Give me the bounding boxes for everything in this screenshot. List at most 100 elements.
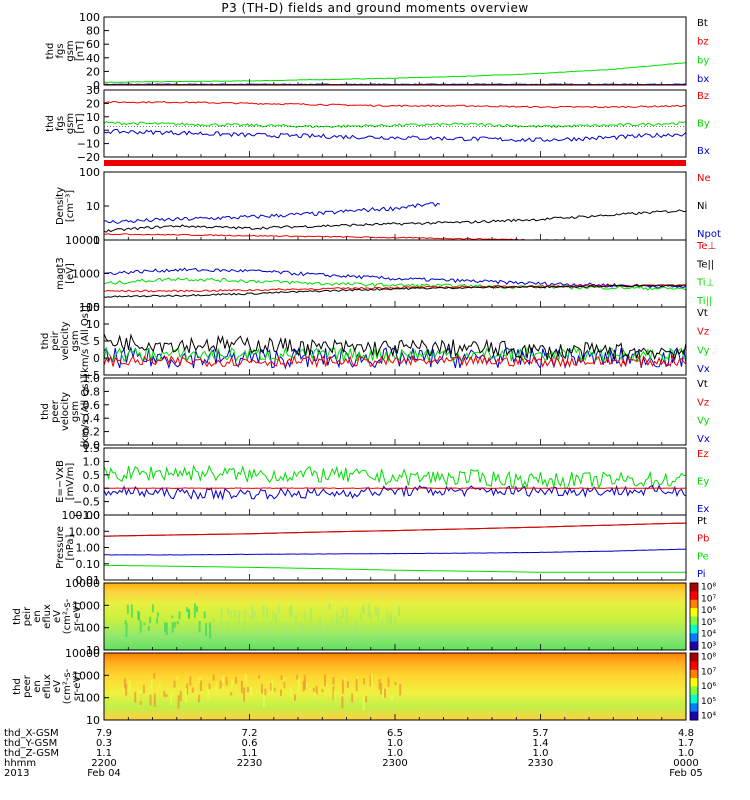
heatmap-cell [399,684,402,696]
heatmap-cell [362,604,365,615]
y-axis-label: fgs [55,116,66,131]
heatmap-cell [249,616,252,620]
y-tick-label: 10 [86,644,100,657]
y-tick-label: 100 [79,622,100,635]
heatmap-cell [177,695,180,709]
legend-label: Vx [697,364,710,375]
heatmap-cell [122,685,125,692]
heatmap-cell [365,696,368,703]
heatmap-cell [306,683,309,687]
y-axis-label: eV [52,610,63,623]
footer-value: 7.9 [96,728,112,739]
y-axis-label: [eV] [65,263,76,284]
legend-label: Te⊥ [696,241,716,252]
heatmap-cell [311,622,314,628]
heatmap-cell [143,622,146,626]
heatmap-cell [178,611,181,620]
y-axis-label: thd [40,333,51,350]
footer-value: 0.6 [242,738,258,749]
heatmap-cell [355,678,358,692]
footer-value: 2200 [91,758,116,769]
footer-row-label: 2013 [4,768,29,779]
colorbar-tick-label: 10⁶ [701,682,716,692]
legend-label: Ti⊥ [696,278,714,289]
legend-label: Vy [697,345,710,356]
heatmap-cell [394,616,397,628]
heatmap-cell [332,677,335,685]
series-line [103,202,440,224]
y-axis-label: gsm [70,330,81,351]
heatmap-cell [208,683,211,690]
heatmap-cell [123,677,126,689]
series-line [103,522,686,537]
series-line [103,564,686,573]
heatmap-cell [273,687,276,692]
heatmap-cell [398,606,400,616]
heatmap-cell [165,694,168,698]
legend-label: Pb [697,534,709,545]
legend-label: Ni [697,201,707,212]
footer-value: 6.5 [387,728,403,739]
legend-label: Npot [697,229,721,240]
y-axis-label: eV [52,680,63,693]
y-tick-label: 100 [79,692,100,705]
heatmap-cell [251,605,254,619]
colorbar-tick-label: 10⁷ [701,594,716,604]
heatmap-cell [381,688,384,698]
y-axis-label: thd [40,403,51,420]
series-line [103,346,687,363]
y-tick-label: 100 [79,11,100,24]
legend-label: Ey [697,477,709,488]
heatmap-cell [173,621,176,628]
y-axis-label: eflux [42,604,53,629]
heatmap-cell [325,622,328,631]
heatmap-cell [314,692,317,697]
heatmap-cell [324,674,326,687]
heatmap-cell [250,687,252,696]
y-tick-label: 1 [93,234,100,247]
heatmap-cell [261,684,263,694]
heatmap-cell [215,685,218,693]
footer-value: 2230 [237,758,262,769]
heatmap-cell [328,605,331,610]
y-tick-label: 0 [93,124,100,137]
heatmap-cell [151,604,154,613]
y-tick-label: 1000 [72,669,100,682]
footer-value: 1.0 [387,748,403,759]
heatmap-cell [247,687,249,693]
y-axis-label: peer [22,674,33,698]
colorbar-segment [690,641,698,651]
y-tick-label: 10 [86,200,100,213]
footer-value: 2330 [528,758,553,769]
heatmap-cell [134,691,137,703]
y-tick-label: −10 [77,138,100,151]
colorbar-segment [690,694,698,704]
heatmap-cell [238,610,241,616]
footer-value: 1.7 [678,738,694,749]
legend-label: Vz [697,327,709,338]
y-tick-label: 0.5 [83,469,101,482]
heatmap-cell [379,625,382,632]
legend-label: Vy [697,416,710,427]
heatmap-cell [381,620,384,627]
heatmap-cell [341,679,344,694]
heatmap-cell [301,623,304,629]
series-line [103,277,687,291]
heatmap-cell [332,620,334,629]
footer-row-label: thd_X-GSM [4,728,59,739]
colorbar-tick-label: 10⁴ [701,712,716,722]
y-axis-label: thd [45,115,56,132]
footer-value: 1.0 [387,738,403,749]
y-axis-label: Density [55,187,66,225]
y-axis-label: gsm [65,113,76,134]
y-tick-label: 100.00 [62,509,101,522]
y-axis-label: [km/s (All Qs)] [80,305,91,377]
y-tick-label: 20 [86,97,100,110]
y-tick-label: 0.2 [83,426,101,439]
y-tick-label: 20 [86,65,100,78]
heatmap-cell [341,608,344,618]
heatmap-cell [237,615,240,623]
footer-row-label: thd_Z-GSM [4,748,59,759]
heatmap-cell [149,694,152,706]
heatmap-cell [303,674,306,690]
